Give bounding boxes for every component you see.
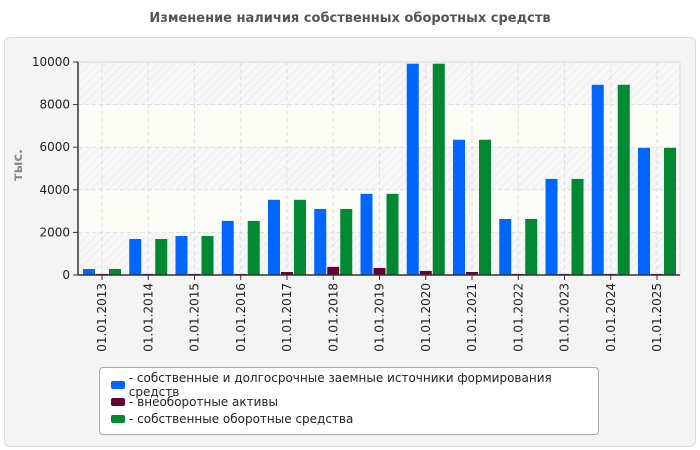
y-tick-label: 2000 <box>39 225 70 239</box>
y-tick-label: 8000 <box>39 98 70 112</box>
bar-sources <box>175 236 188 275</box>
y-axis-label: тыс. <box>11 149 26 181</box>
bar-noncurrent-assets <box>281 272 293 275</box>
x-tick-label: 01.01.2022 <box>511 283 525 352</box>
x-tick-label: 01.01.2019 <box>373 283 387 352</box>
bar-working-capital <box>340 208 353 275</box>
bar-sources <box>129 239 142 275</box>
bar-working-capital <box>386 193 399 275</box>
bar-noncurrent-assets <box>466 272 478 275</box>
legend-swatch <box>111 397 125 406</box>
bar-working-capital <box>571 178 584 275</box>
bar-working-capital <box>479 139 491 275</box>
bar-working-capital <box>432 63 445 276</box>
bar-working-capital <box>109 269 121 275</box>
y-tick-label: 0 <box>62 268 70 282</box>
bar-working-capital <box>247 220 260 275</box>
y-tick-label: 4000 <box>39 183 70 197</box>
x-tick-label: 01.01.2018 <box>326 283 340 352</box>
legend-label: - собственные и долгосрочные заемные ист… <box>128 370 552 399</box>
bar-working-capital <box>201 236 214 275</box>
bar-working-capital <box>664 147 676 275</box>
legend-swatch <box>111 414 125 423</box>
bar-working-capital <box>525 218 538 275</box>
bar-working-capital <box>617 84 630 275</box>
bar-sources <box>499 218 512 275</box>
legend-item: - внеоборотные активы <box>111 393 598 410</box>
bar-sources <box>83 269 95 275</box>
bar-sources <box>638 147 650 275</box>
x-tick-label: 01.01.2015 <box>188 283 202 352</box>
bar-sources <box>545 178 558 275</box>
legend-item: - собственные оборотные средства <box>111 410 598 427</box>
bar-sources <box>453 139 465 275</box>
legend: - собственные и долгосрочные заемные ист… <box>99 367 599 435</box>
y-tick-label: 6000 <box>39 140 70 154</box>
x-tick-label: 01.01.2024 <box>604 283 618 352</box>
bar-sources <box>591 84 604 275</box>
x-tick-label: 01.01.2021 <box>465 283 479 352</box>
x-tick-label: 01.01.2017 <box>280 283 294 352</box>
bar-sources <box>314 208 327 275</box>
x-tick-label: 01.01.2014 <box>141 283 155 352</box>
bar-working-capital <box>294 199 306 275</box>
bar-noncurrent-assets <box>327 266 340 275</box>
x-tick-label: 01.01.2016 <box>234 283 248 352</box>
x-tick-label: 01.01.2013 <box>95 283 109 352</box>
bar-noncurrent-assets <box>419 270 432 275</box>
bar-noncurrent-assets <box>373 267 386 275</box>
legend-swatch <box>111 380 125 389</box>
bar-sources <box>221 220 234 275</box>
x-tick-label: 01.01.2020 <box>419 283 433 352</box>
x-tick-label: 01.01.2023 <box>558 283 572 352</box>
legend-label: - собственные оборотные средства <box>129 411 354 426</box>
bar-sources <box>360 193 373 275</box>
bar-sources <box>406 63 419 276</box>
legend-item: - собственные и долгосрочные заемные ист… <box>111 371 598 399</box>
legend-label: - внеоборотные активы <box>129 394 278 409</box>
bar-working-capital <box>155 239 168 275</box>
y-tick-label: 10000 <box>32 55 70 69</box>
bar-sources <box>268 199 280 275</box>
x-tick-label: 01.01.2025 <box>650 283 664 352</box>
chart-title: Изменение наличия собственных оборотных … <box>149 11 551 26</box>
